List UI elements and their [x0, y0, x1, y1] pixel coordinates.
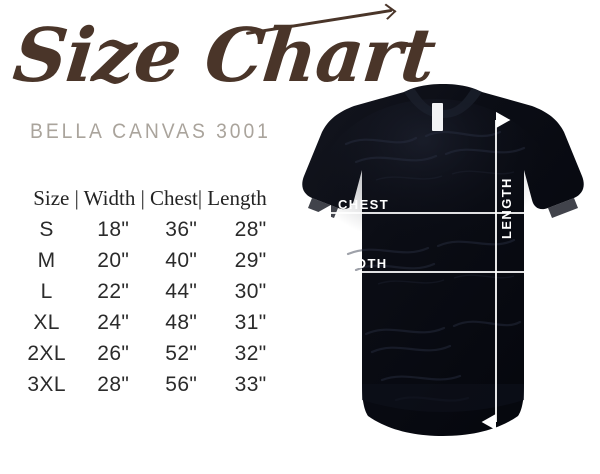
cell-chest: 36"	[165, 218, 198, 241]
cell-chest: 40"	[165, 249, 198, 272]
cell-width: 18"	[97, 218, 130, 241]
cell-size: 3XL	[27, 373, 66, 396]
cell-length: 33"	[234, 373, 267, 396]
cell-width: 28"	[97, 373, 130, 396]
subtitle-brand: BELLA CANVAS 3001	[30, 120, 271, 143]
brand-neck-tag	[432, 103, 443, 131]
cell-length: 28"	[234, 218, 267, 241]
cell-width: 20"	[97, 249, 130, 272]
length-label: LENGTH	[499, 177, 514, 239]
table-row: L 22" 44" 30"	[14, 277, 286, 308]
chest-label: CHEST	[338, 197, 390, 212]
size-table-block: Size | Width | Chest| Length S 18" 36" 2…	[14, 186, 286, 401]
tshirt-illustration: CHEST WIDTH LENGTH	[286, 84, 600, 452]
cell-size: XL	[33, 311, 60, 334]
cell-length: 30"	[234, 280, 267, 303]
table-row: XL 24" 48" 31"	[14, 308, 286, 339]
cell-width: 22"	[97, 280, 130, 303]
table-header-row: Size | Width | Chest| Length	[33, 186, 267, 210]
table-row: 2XL 26" 52" 32"	[14, 339, 286, 370]
width-label: WIDTH	[338, 256, 388, 271]
tshirt-shape	[302, 84, 584, 436]
table-row: M 20" 40" 29"	[14, 246, 286, 277]
cell-chest: 56"	[165, 373, 198, 396]
cell-size: L	[40, 280, 53, 303]
cell-chest: 44"	[165, 280, 198, 303]
cell-chest: 52"	[165, 342, 198, 365]
cell-width: 24"	[97, 311, 130, 334]
cell-chest: 48"	[165, 311, 198, 334]
cell-length: 29"	[234, 249, 267, 272]
cell-size: 2XL	[27, 342, 66, 365]
size-table: S 18" 36" 28" M 20" 40" 29" L 22" 44" 30…	[14, 215, 286, 401]
cell-width: 26"	[97, 342, 130, 365]
table-row: 3XL 28" 56" 33"	[14, 370, 286, 401]
cell-size: M	[37, 249, 56, 272]
cell-length: 31"	[234, 311, 267, 334]
cell-length: 32"	[234, 342, 267, 365]
table-row: S 18" 36" 28"	[14, 215, 286, 246]
cell-size: S	[39, 218, 54, 241]
